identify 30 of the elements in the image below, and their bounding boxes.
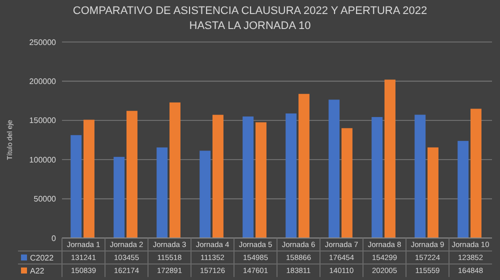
bar — [458, 140, 469, 238]
bar — [70, 135, 82, 238]
y-tick-label: 50000 — [34, 194, 57, 204]
y-tick-label: 150000 — [29, 116, 57, 126]
y-tick-label: 100000 — [29, 155, 57, 164]
bar — [212, 114, 224, 238]
bar — [170, 102, 180, 238]
bar — [200, 150, 211, 238]
y-tick-label: 200000 — [29, 77, 57, 86]
bar — [242, 116, 254, 238]
bar — [286, 113, 297, 238]
bar — [470, 108, 482, 238]
bar — [84, 120, 94, 238]
legend-label: A22 — [30, 266, 45, 276]
bar — [384, 80, 396, 238]
bar — [126, 110, 138, 238]
bar — [156, 147, 168, 238]
bar — [414, 114, 426, 238]
y-tick-label: 0 — [52, 234, 57, 243]
bar — [256, 122, 266, 238]
chart-title: COMPARATIVO DE ASISTENCIA CLAUSURA 2022 Y APERTURA 2022 — [72, 5, 428, 17]
bar — [114, 156, 125, 238]
bar — [328, 100, 340, 238]
bar — [298, 94, 310, 238]
bar — [372, 117, 383, 238]
bar — [342, 128, 352, 238]
bar — [428, 147, 438, 238]
legend-label: C2022 — [30, 253, 54, 262]
chart-subtitle: HASTA LA JORNADA 10 — [189, 20, 311, 32]
y-tick-label: 250000 — [29, 38, 57, 47]
